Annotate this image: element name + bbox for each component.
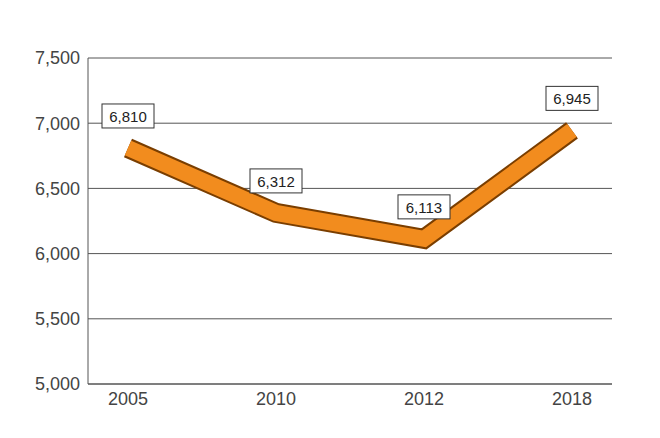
svg-text:7,500: 7,500	[35, 48, 80, 68]
svg-text:2018: 2018	[552, 389, 592, 409]
svg-text:6,500: 6,500	[35, 179, 80, 199]
svg-text:6,945: 6,945	[553, 90, 591, 107]
svg-text:6,000: 6,000	[35, 244, 80, 264]
svg-text:6,113: 6,113	[406, 199, 442, 216]
svg-text:2010: 2010	[256, 389, 296, 409]
svg-text:5,000: 5,000	[35, 374, 80, 394]
svg-text:7,000: 7,000	[35, 114, 80, 134]
svg-text:2005: 2005	[108, 389, 148, 409]
svg-text:6,312: 6,312	[257, 173, 295, 190]
svg-text:5,500: 5,500	[35, 309, 80, 329]
svg-text:6,810: 6,810	[109, 108, 147, 125]
svg-text:2012: 2012	[404, 389, 444, 409]
